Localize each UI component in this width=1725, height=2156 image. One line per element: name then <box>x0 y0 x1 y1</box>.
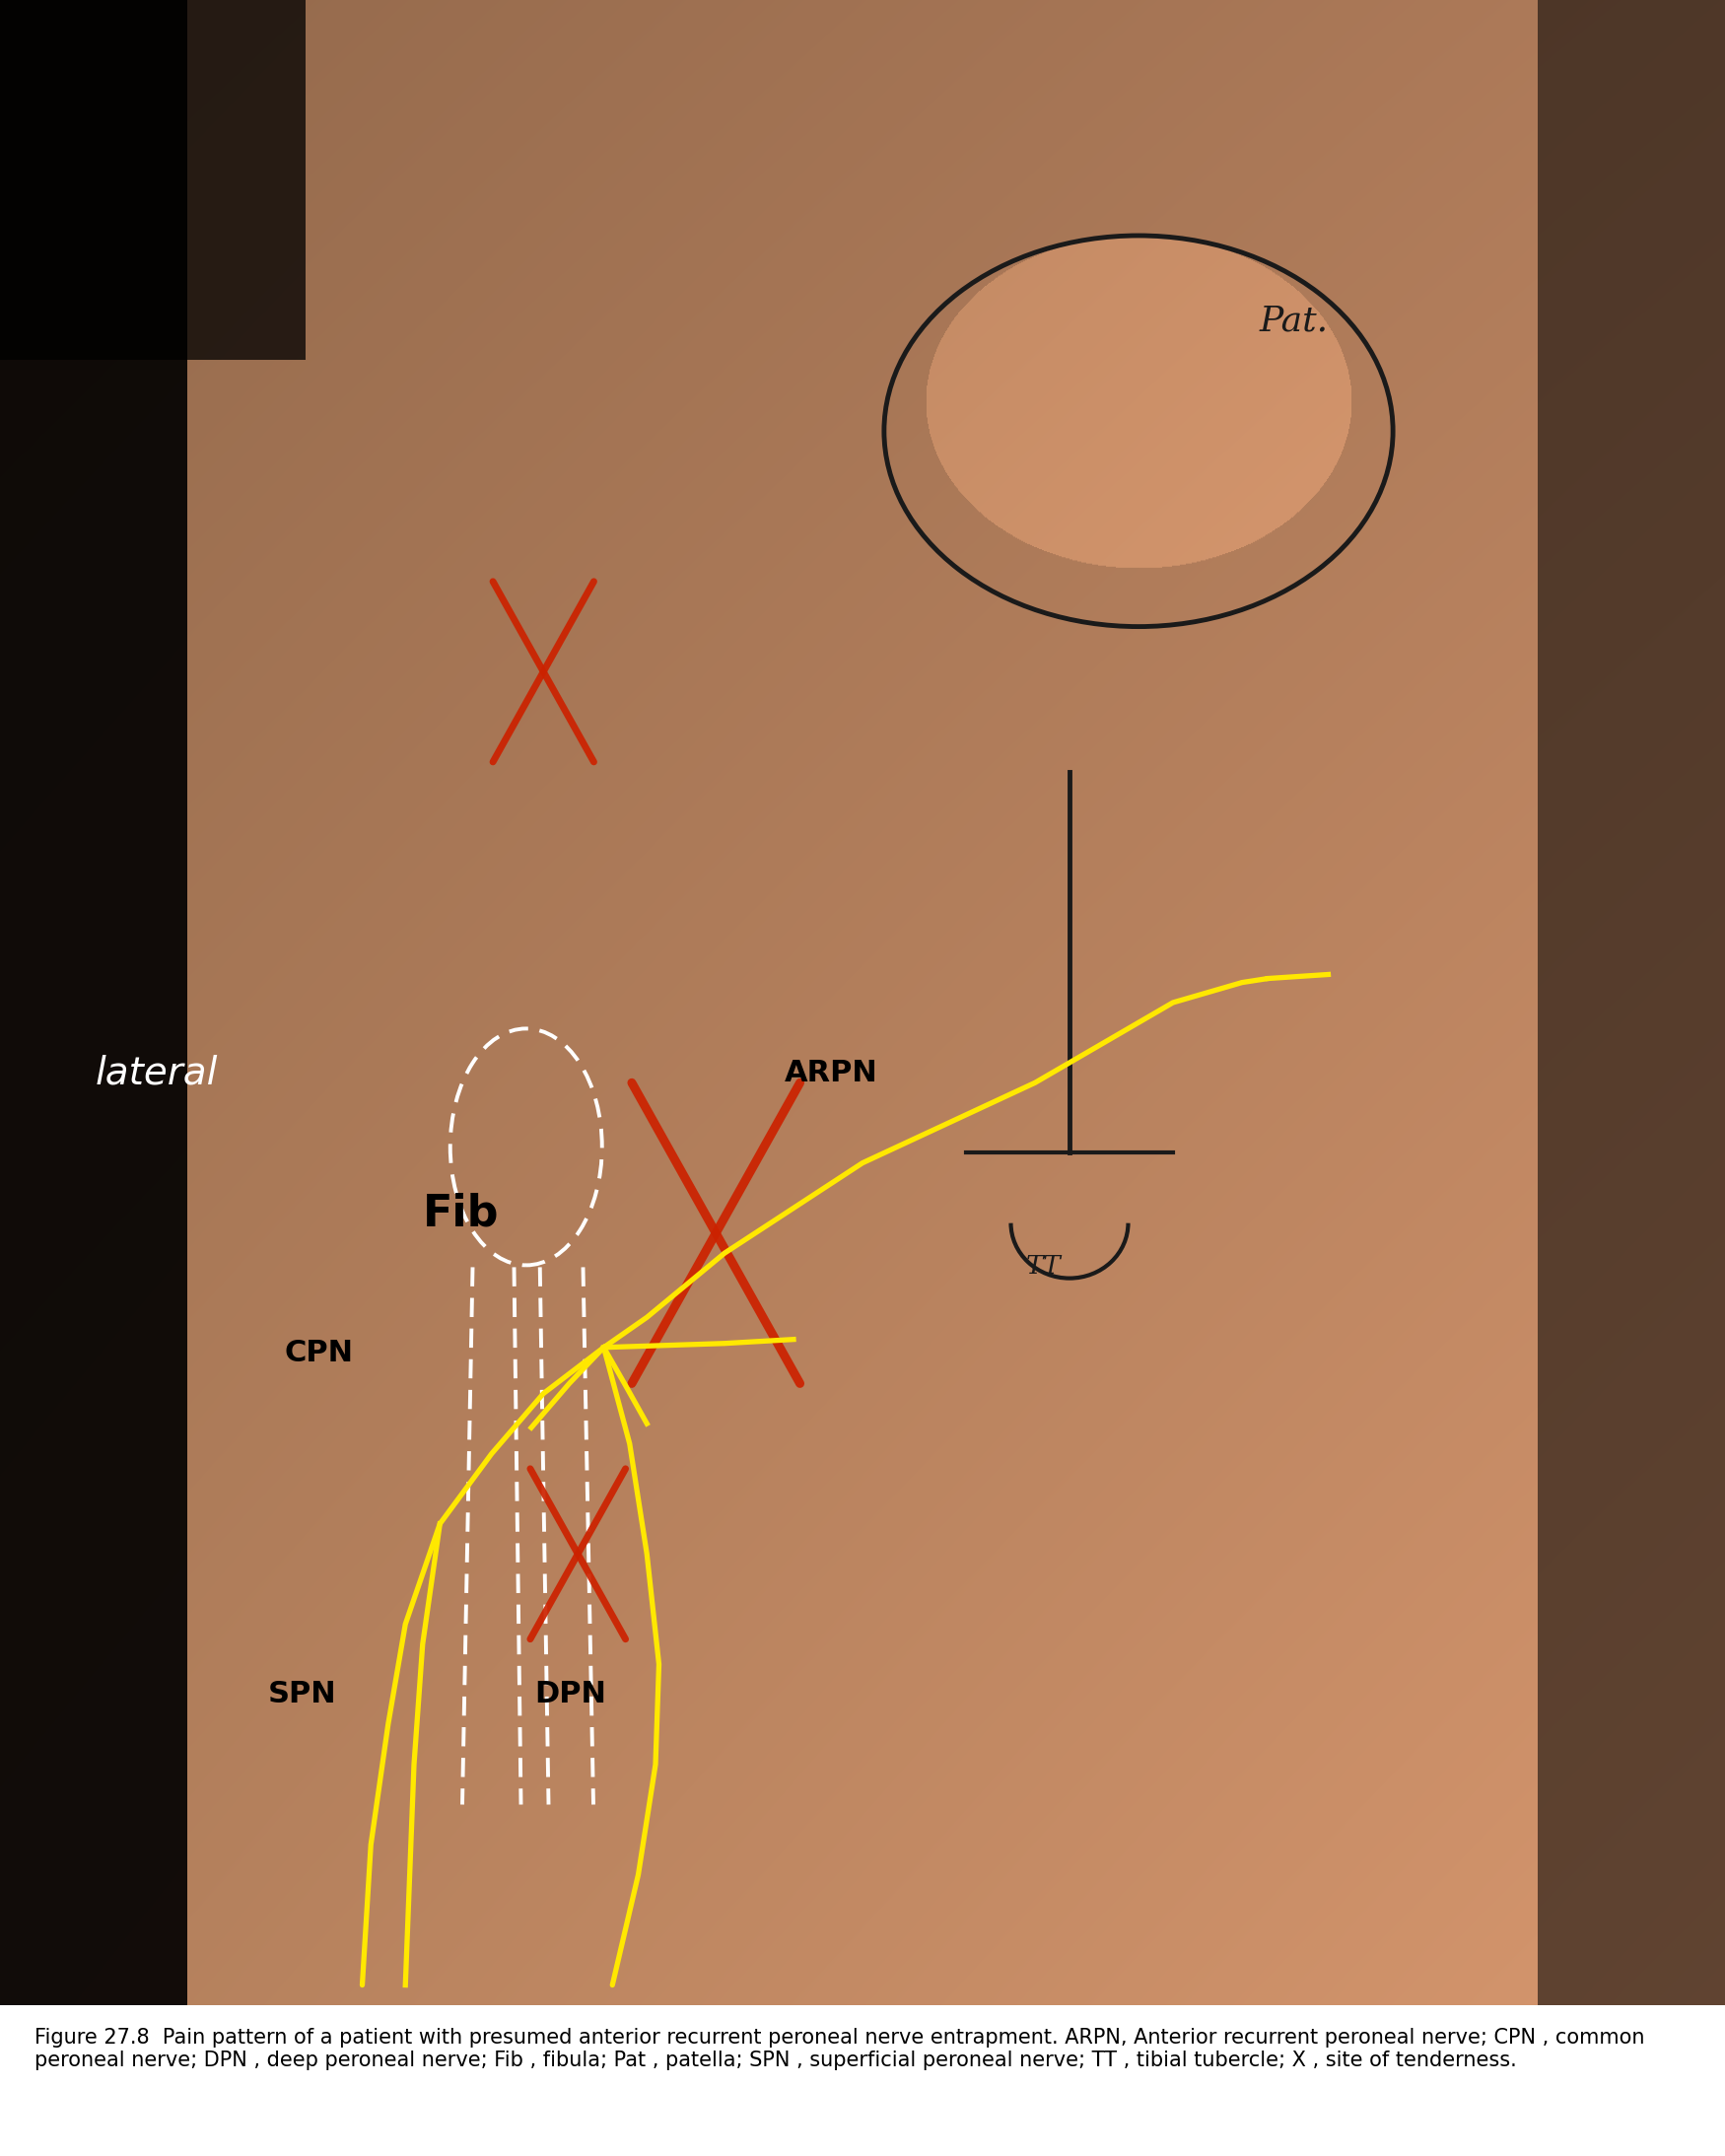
Text: Pat.: Pat. <box>1259 304 1328 338</box>
Text: TT: TT <box>1026 1253 1061 1279</box>
Text: SPN: SPN <box>267 1680 336 1708</box>
Text: ARPN: ARPN <box>785 1059 878 1087</box>
Text: Fib: Fib <box>423 1192 499 1233</box>
Text: lateral: lateral <box>95 1054 217 1091</box>
Text: Figure 27.8  Pain pattern of a patient with presumed anterior recurrent peroneal: Figure 27.8 Pain pattern of a patient wi… <box>34 2027 1644 2070</box>
Text: DPN: DPN <box>535 1680 607 1708</box>
Text: CPN: CPN <box>285 1339 354 1367</box>
